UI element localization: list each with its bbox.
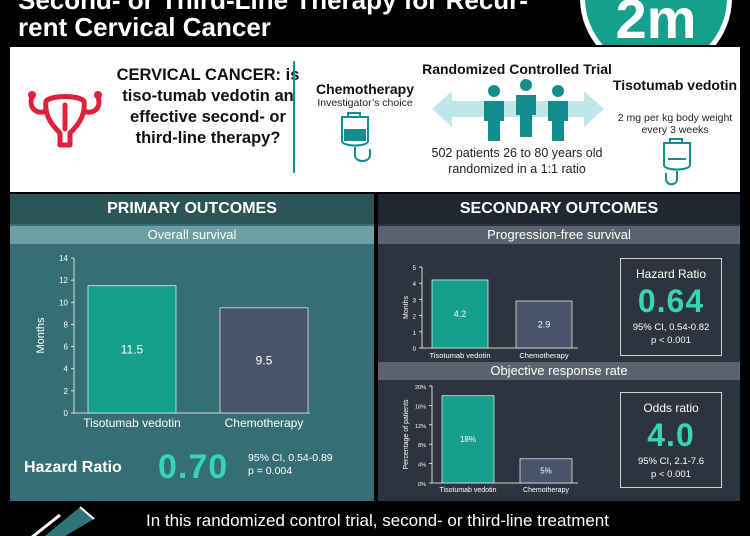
category-label: Tisotumab vedotin <box>429 351 490 360</box>
chemo-arm-title: Chemotherapy <box>315 81 415 97</box>
pfs-stat-value: 0.64 <box>637 283 705 319</box>
bar <box>87 285 177 414</box>
category-label: Chemotherapy <box>523 487 569 494</box>
pfs-stat-ci: 95% CI, 0.54-0.82 <box>632 322 710 333</box>
pen-icon <box>30 506 95 536</box>
category-label: Tisotumab vedotin <box>83 416 181 430</box>
vertical-divider <box>293 61 295 173</box>
pfs-stat-p: p < 0.001 <box>651 335 691 346</box>
orr-chart: 0% 4% 8% 12% 16% 20% Percentage of patients 18%… <box>403 385 578 494</box>
overall-survival-label: Overall survival <box>10 226 374 244</box>
bar <box>441 395 495 484</box>
intro-panel: CERVICAL CANCER: is tiso-tumab vedotin a… <box>10 47 740 192</box>
y-tick-label: 16% <box>415 404 426 410</box>
orr-odds-box: Odds ratio 4.0 95% CI, 2.1-7.6 p < 0.001 <box>620 392 722 488</box>
bar <box>519 458 573 484</box>
overall-survival-chart: 0 2 4 6 8 10 12 14 Months 11.5 Tisotumab vedotin 9.… <box>35 254 310 430</box>
iv-bag-icon <box>341 112 371 162</box>
title-line-1: Second- or Third-Line Therapy for Recur- <box>18 0 528 15</box>
y-tick-label: 8% <box>418 443 426 449</box>
orr-label: Objective response rate <box>378 362 740 380</box>
summary-text: In this randomized control trial, second… <box>146 511 609 530</box>
secondary-outcomes-header: SECONDARY OUTCOMES <box>378 194 740 224</box>
primary-hazard-label: Hazard Ratio <box>24 459 122 476</box>
patients-icon <box>432 79 604 141</box>
pfs-label: Progression-free survival <box>378 226 740 244</box>
y-tick-label: 5 <box>413 266 417 272</box>
primary-hazard-ci: 95% CI, 0.54-0.89 p = 0.004 <box>248 452 333 478</box>
logo: 2m <box>580 0 732 45</box>
rct-title: Randomized Controlled Trial <box>422 61 612 77</box>
y-tick-label: 1 <box>413 331 417 337</box>
orr-stat-p: p < 0.001 <box>651 469 691 480</box>
y-axis-label: Months <box>403 296 410 319</box>
pfs-stat-title: Hazard Ratio <box>635 267 707 281</box>
rct-description: 502 patients 26 to 80 years old randomiz… <box>431 146 603 176</box>
header: Second- or Third-Line Therapy for Recur-… <box>0 0 750 45</box>
y-tick-label: 2 <box>64 387 69 396</box>
y-tick-label: 4 <box>413 282 417 288</box>
bar-value-label: 2.9 <box>538 320 551 330</box>
y-tick-label: 20% <box>415 385 426 391</box>
primary-p-value: p = 0.004 <box>248 465 293 477</box>
bar <box>515 300 573 349</box>
uterus-icon <box>28 91 102 148</box>
y-tick-label: 2 <box>413 315 417 321</box>
bar-value-label: 11.5 <box>121 342 144 356</box>
category-label: Chemotherapy <box>519 351 568 360</box>
primary-outcomes-header: PRIMARY OUTCOMES <box>10 194 374 224</box>
primary-outcomes-panel: PRIMARY OUTCOMES Overall survival 0 2 4 6 8 1… <box>10 194 374 501</box>
y-tick-label: 8 <box>64 320 69 329</box>
y-tick-label: 4% <box>418 463 426 469</box>
y-axis-label: Months <box>35 317 47 354</box>
category-label: Tisotumab vedotin <box>440 487 497 494</box>
bar-value-label: 5% <box>540 467 552 476</box>
y-tick-label: 14 <box>59 254 68 263</box>
study-question: CERVICAL CANCER: is tiso-tumab vedotin a… <box>116 66 300 147</box>
primary-hazard-value: 0.70 <box>158 448 229 486</box>
tisotumab-arm-title: Tisotumab vedotin <box>612 77 738 93</box>
orr-stat-title: Odds ratio <box>643 401 699 415</box>
y-tick-label: 6 <box>64 343 69 352</box>
tisotumab-arm-subtitle: 2 mg per kg body weight every 3 weeks <box>617 112 733 136</box>
y-axis-label: Percentage of patients <box>403 399 410 470</box>
category-label: Chemotherapy <box>225 416 304 430</box>
bar <box>219 307 309 414</box>
orr-stat-ci: 95% CI, 2.1-7.6 <box>637 456 704 467</box>
bar <box>431 279 489 349</box>
y-tick-label: 12 <box>59 276 68 285</box>
pfs-hazard-box: Hazard Ratio 0.64 95% CI, 0.54-0.82 p < … <box>620 258 722 356</box>
title-line-2: rent Cervical Cancer <box>18 12 271 42</box>
chemo-arm-subtitle: Investigator’s choice <box>317 97 413 109</box>
bar-value-label: 18% <box>460 435 476 444</box>
y-tick-label: 0 <box>413 347 417 353</box>
y-tick-label: 3 <box>413 298 417 304</box>
iv-bag-icon <box>663 138 691 186</box>
y-tick-label: 4 <box>64 365 69 374</box>
secondary-outcomes-panel: SECONDARY OUTCOMES Progression-free surv… <box>378 194 740 501</box>
pfs-chart: 0 1 2 3 4 5 Months 4.2 Tisotumab vedotin 2.9 Chemo… <box>403 266 578 360</box>
y-tick-label: 12% <box>415 424 426 430</box>
y-tick-label: 0% <box>418 482 426 488</box>
y-tick-label: 0 <box>64 409 69 418</box>
bar-value-label: 4.2 <box>454 309 467 319</box>
y-tick-label: 10 <box>59 298 68 307</box>
bar-value-label: 9.5 <box>256 353 273 367</box>
footer: In this randomized control trial, second… <box>0 501 750 536</box>
logo-text: 2m <box>615 0 697 45</box>
primary-ci-text: 95% CI, 0.54-0.89 <box>248 452 333 464</box>
orr-stat-value: 4.0 <box>647 417 695 453</box>
